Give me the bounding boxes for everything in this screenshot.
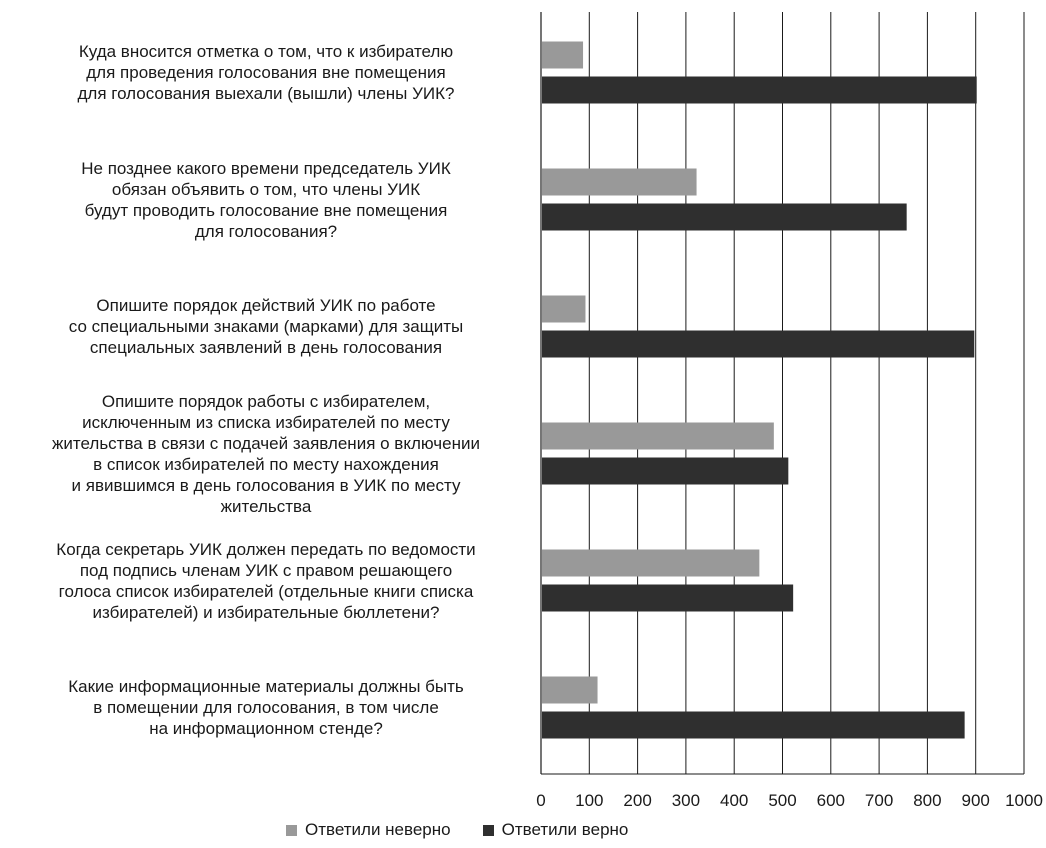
bar-incorrect: [542, 422, 774, 450]
category-label: Опишите порядок действий УИК по работе с…: [68, 296, 464, 357]
legend-item-incorrect: Ответили неверно: [286, 820, 451, 840]
bar-correct: [542, 76, 977, 104]
category-label: Когда секретарь УИК должен передать по в…: [56, 539, 476, 622]
legend-item-correct: Ответили верно: [482, 820, 629, 840]
category-label: Какие информационные материалы должны бы…: [68, 677, 464, 738]
bar-correct: [542, 584, 794, 612]
bar-incorrect: [542, 168, 697, 196]
category-label: Не позднее какого времени председатель У…: [81, 158, 451, 241]
bar-incorrect: [542, 41, 584, 69]
bar-correct: [542, 711, 965, 739]
x-tick-label: 0: [536, 791, 545, 810]
x-tick-label: 800: [913, 791, 941, 810]
x-tick-label: 600: [817, 791, 845, 810]
x-tick-label: 500: [768, 791, 796, 810]
x-tick-label: 700: [865, 791, 893, 810]
bar-correct: [542, 203, 907, 231]
x-tick-label: 900: [962, 791, 990, 810]
bar-correct: [542, 330, 975, 358]
category-label: Опишите порядок работы с избирателем, ис…: [52, 391, 480, 516]
legend-swatch-incorrect: [286, 824, 297, 836]
bar-incorrect: [542, 549, 760, 577]
x-tick-label: 300: [672, 791, 700, 810]
bar-correct: [542, 457, 789, 485]
bar-incorrect: [542, 295, 586, 323]
x-tick-label: 200: [623, 791, 651, 810]
x-tick-label: 100: [575, 791, 603, 810]
legend-swatch-correct: [482, 824, 494, 836]
category-label: Куда вносится отметка о том, что к избир…: [77, 42, 455, 103]
bar-incorrect: [542, 676, 598, 704]
legend-label-correct: Ответили верно: [501, 820, 629, 839]
x-tick-label: 400: [720, 791, 748, 810]
legend-label-incorrect: Ответили неверно: [305, 820, 451, 839]
x-tick-label: 1000: [1005, 791, 1043, 810]
legend: Ответили неверно Ответили верно: [286, 820, 628, 840]
